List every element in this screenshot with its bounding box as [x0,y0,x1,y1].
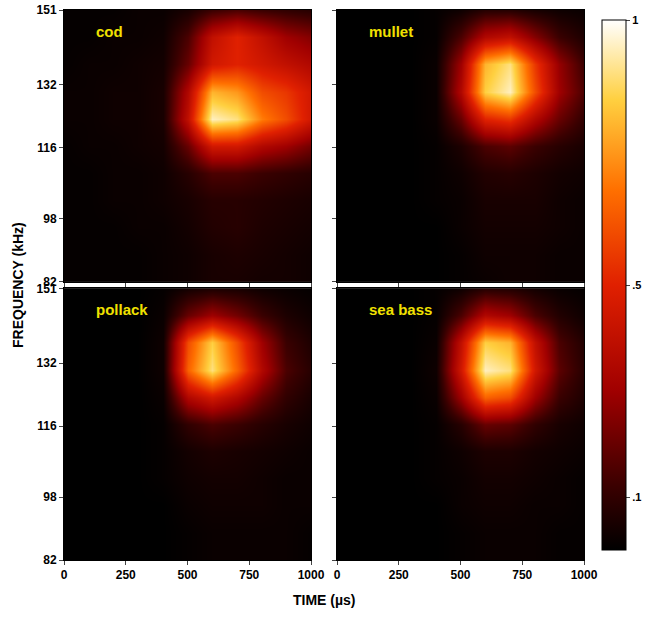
svg-text:82: 82 [43,275,57,289]
svg-text:250: 250 [389,568,409,582]
svg-text:116: 116 [37,141,57,155]
svg-text:1000: 1000 [571,568,598,582]
svg-text:82: 82 [43,553,57,567]
svg-text:500: 500 [450,568,470,582]
svg-text:116: 116 [37,419,57,433]
svg-text:.1: .1 [632,491,641,503]
svg-text:cod: cod [96,23,123,40]
svg-text:750: 750 [512,568,532,582]
svg-text:750: 750 [239,568,259,582]
svg-text:500: 500 [177,568,197,582]
svg-text:151: 151 [37,3,57,17]
svg-text:mullet: mullet [369,23,413,40]
svg-text:0: 0 [61,568,68,582]
svg-text:132: 132 [37,356,57,370]
svg-text:TIME (µs): TIME (µs) [293,592,356,608]
svg-text:0: 0 [334,568,341,582]
svg-text:98: 98 [43,212,57,226]
svg-text:98: 98 [43,490,57,504]
svg-text:.5: .5 [632,279,641,291]
svg-text:pollack: pollack [96,301,148,318]
svg-text:1: 1 [632,14,638,26]
svg-text:1000: 1000 [298,568,325,582]
svg-text:132: 132 [37,78,57,92]
svg-text:151: 151 [37,282,57,296]
svg-text:FREQUENCY (kHz): FREQUENCY (kHz) [10,222,26,348]
svg-text:250: 250 [116,568,136,582]
svg-text:sea bass: sea bass [369,301,432,318]
